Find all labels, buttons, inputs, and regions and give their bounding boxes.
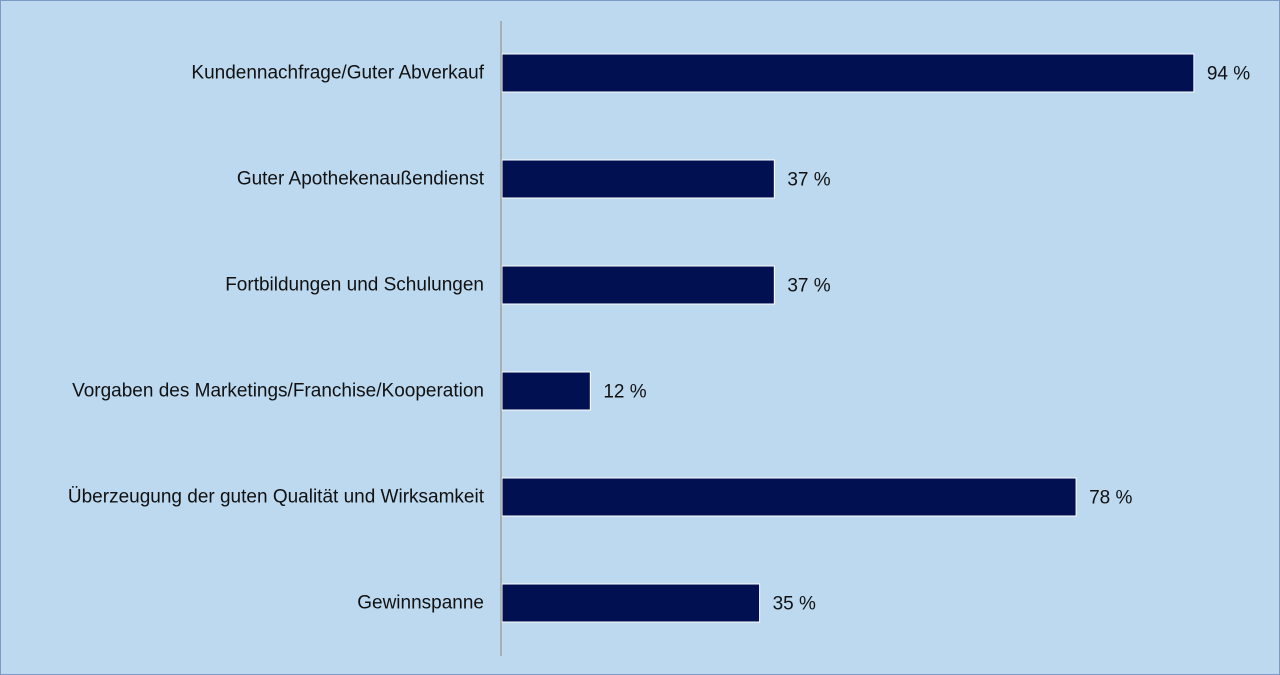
bar	[501, 265, 775, 305]
bar	[501, 583, 761, 623]
category-label: Kundennachfrage/Guter Abverkauf	[191, 63, 484, 84]
bar	[501, 53, 1195, 93]
bar	[501, 159, 775, 199]
bar	[501, 371, 591, 411]
value-label: 35 %	[773, 594, 816, 615]
category-label: Fortbildungen und Schulungen	[225, 275, 484, 296]
value-label: 78 %	[1089, 488, 1132, 509]
value-label: 94 %	[1207, 64, 1250, 85]
value-label: 12 %	[603, 382, 646, 403]
value-label: 37 %	[787, 276, 830, 297]
category-label: Guter Apothekenaußendienst	[237, 169, 485, 190]
bars-layer: Kundennachfrage/Guter Abverkauf 94 % Guter…	[68, 53, 1250, 623]
category-label: Vorgaben des Marketings/Franchise/Kooper…	[72, 381, 484, 402]
category-label: Überzeugung der guten Qualität und Wirks…	[68, 487, 485, 508]
value-label: 37 %	[787, 170, 830, 191]
bar	[501, 477, 1077, 517]
category-label: Gewinnspanne	[357, 593, 484, 614]
